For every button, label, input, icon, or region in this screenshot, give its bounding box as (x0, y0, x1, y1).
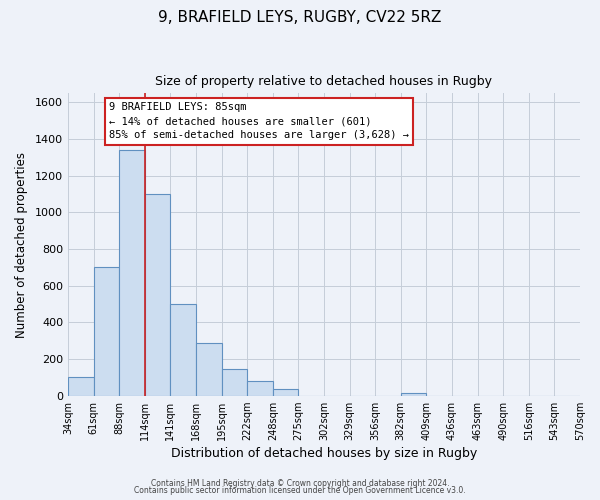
Title: Size of property relative to detached houses in Rugby: Size of property relative to detached ho… (155, 75, 493, 88)
Bar (94, 268, 119, 396)
Bar (145, 194, 170, 396)
Bar (196, 344, 221, 396)
Bar (247, 381, 273, 396)
Text: 9, BRAFIELD LEYS, RUGBY, CV22 5RZ: 9, BRAFIELD LEYS, RUGBY, CV22 5RZ (158, 10, 442, 25)
Bar (401, 393, 427, 396)
Y-axis label: Number of detached properties: Number of detached properties (15, 152, 28, 338)
Text: Contains public sector information licensed under the Open Government Licence v3: Contains public sector information licen… (134, 486, 466, 495)
Bar (68, 378, 94, 396)
X-axis label: Distribution of detached houses by size in Rugby: Distribution of detached houses by size … (171, 447, 477, 460)
Text: 9 BRAFIELD LEYS: 85sqm
← 14% of detached houses are smaller (601)
85% of semi-de: 9 BRAFIELD LEYS: 85sqm ← 14% of detached… (109, 102, 409, 141)
Bar (170, 304, 196, 396)
Bar (119, 150, 145, 396)
Bar (221, 369, 247, 396)
Text: Contains HM Land Registry data © Crown copyright and database right 2024.: Contains HM Land Registry data © Crown c… (151, 478, 449, 488)
Bar (273, 390, 298, 396)
